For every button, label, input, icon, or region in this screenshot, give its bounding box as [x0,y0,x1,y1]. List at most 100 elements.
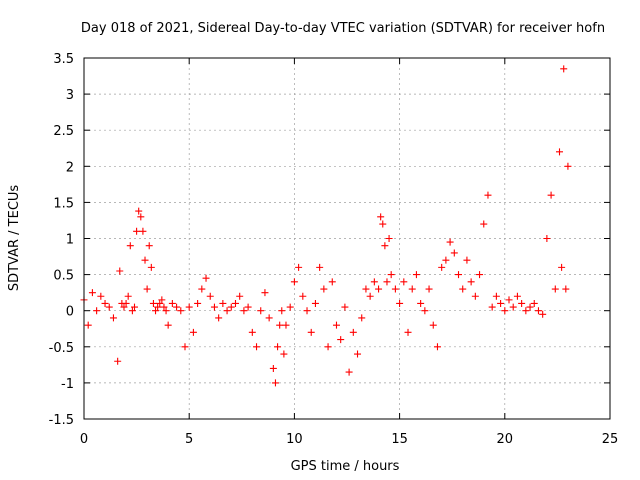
data-point [135,207,143,215]
data-point [152,307,160,315]
data-point [539,310,547,318]
data-point [381,242,389,250]
data-point [101,299,109,307]
data-point [324,343,332,351]
data-point [366,292,374,300]
data-point [518,299,526,307]
data-point [149,299,157,307]
data-point [173,303,181,311]
data-point [109,314,117,322]
data-point [156,299,164,307]
data-point [560,65,568,73]
data-point [198,285,206,293]
data-point [522,307,530,315]
data-point [97,292,105,300]
data-point [391,285,399,293]
data-point [387,271,395,279]
data-point [505,296,513,304]
data-point [345,368,353,376]
data-series-sdtvar [80,65,572,387]
data-point [181,343,189,351]
data-point [248,328,256,336]
x-tick-label: 0 [80,432,88,447]
x-tick-label: 15 [391,432,408,447]
y-tick-label: 3 [66,88,74,103]
y-tick-label: 0 [66,305,74,320]
data-point [400,278,408,286]
data-point [240,307,248,315]
data-point [206,292,214,300]
data-point [375,285,383,293]
data-point [383,278,391,286]
data-point [158,296,166,304]
data-point [501,307,509,315]
data-point [421,307,429,315]
data-point [189,328,197,336]
data-point [530,299,538,307]
data-point [484,191,492,199]
data-point [114,357,122,365]
data-point [194,299,202,307]
data-point [130,303,138,311]
y-tick-label: 2.5 [53,124,74,139]
data-point [417,299,425,307]
data-point [219,299,227,307]
data-point [564,162,572,170]
y-tick-label: 1.5 [53,196,74,211]
data-point [141,256,149,264]
data-point [145,242,153,250]
data-point [438,263,446,271]
data-point [332,321,340,329]
data-point [274,343,282,351]
data-point [341,303,349,311]
data-point [303,307,311,315]
data-point [120,303,128,311]
data-point [433,343,441,351]
data-point [261,289,269,297]
data-point [311,299,319,307]
x-tick-label: 10 [286,432,303,447]
data-point [412,271,420,279]
data-point [162,307,170,315]
data-point [320,285,328,293]
data-point [425,285,433,293]
data-point [154,303,162,311]
y-tick-label: -1 [61,377,74,392]
data-point [358,314,366,322]
x-axis-tick-labels: 0 5 10 15 20 25 [80,432,618,447]
data-point [307,328,315,336]
data-point [377,213,385,221]
data-point [265,314,273,322]
data-point [231,299,239,307]
data-point [164,321,172,329]
data-point [139,227,147,235]
data-point [547,191,555,199]
data-point [137,213,145,221]
data-point [286,303,294,311]
data-point [143,285,151,293]
data-point [253,343,261,351]
data-point [185,303,193,311]
data-point [396,299,404,307]
data-point [459,285,467,293]
data-point [556,148,564,156]
data-point [497,299,505,307]
data-point [93,307,101,315]
data-point [408,285,416,293]
data-point [84,321,92,329]
y-axis-title: SDTVAR / TECUs [7,185,22,292]
data-point [133,227,141,235]
data-point [463,256,471,264]
chart-title: Day 018 of 2021, Sidereal Day-to-day VTE… [81,21,605,36]
data-point [362,285,370,293]
data-point [467,278,475,286]
data-point [476,271,484,279]
data-point [257,307,265,315]
data-point [385,235,393,242]
data-point [223,307,231,315]
data-point [227,303,235,311]
data-point [379,220,387,228]
data-point [450,249,458,257]
data-point [116,267,124,275]
